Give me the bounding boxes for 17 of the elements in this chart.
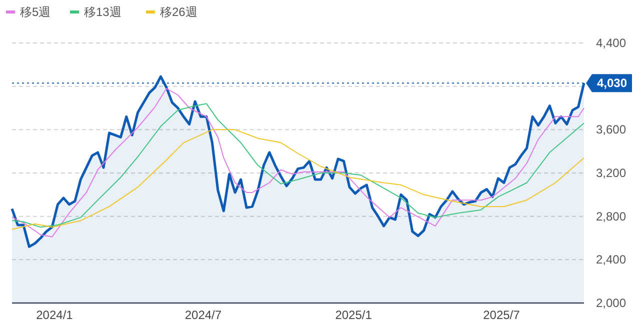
y-tick-label: 4,400 [596, 36, 626, 50]
line-series [12, 103, 584, 228]
legend-label: 移26週 [160, 5, 198, 19]
line-series [12, 129, 584, 230]
legend-label: 移5週 [20, 5, 51, 19]
line-series [12, 88, 584, 238]
y-tick-label: 3,200 [596, 166, 626, 180]
y-tick-label: 3,600 [596, 122, 626, 137]
x-tick-label: 2025/1 [335, 308, 372, 322]
legend-label: 移13週 [84, 5, 122, 19]
y-tick-label: 2,000 [596, 296, 626, 310]
y-tick-label: 2,400 [596, 252, 626, 267]
ref-line-label: 4,030 [596, 76, 628, 90]
x-tick-label: 2024/1 [36, 308, 74, 322]
x-tick-label: 2025/7 [483, 308, 520, 322]
x-tick-label: 2024/7 [184, 308, 222, 322]
y-tick-label: 2,800 [596, 209, 626, 224]
